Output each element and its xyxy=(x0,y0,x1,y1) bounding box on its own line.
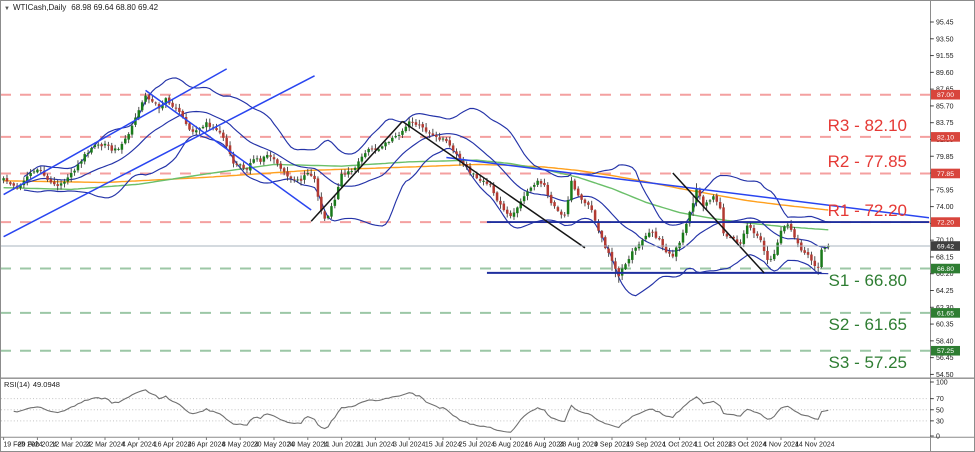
ohlc-values: 68.98 69.64 68.80 69.42 xyxy=(71,3,159,12)
svg-text:66.20: 66.20 xyxy=(936,271,954,278)
svg-text:25 Jul 2024: 25 Jul 2024 xyxy=(459,442,495,449)
svg-text:72.20: 72.20 xyxy=(937,219,954,226)
svg-text:79.85: 79.85 xyxy=(936,154,954,161)
chart-title: ▼ WTICash,Daily 68.98 69.64 68.80 69.42 xyxy=(4,3,158,12)
ma-lines xyxy=(3,159,829,231)
svg-text:0: 0 xyxy=(936,434,940,441)
price-axis[interactable]: 95.4593.5091.5589.6087.6585.7083.7581.80… xyxy=(930,20,960,441)
svg-text:68.15: 68.15 xyxy=(936,254,954,261)
svg-text:61.65: 61.65 xyxy=(937,310,954,317)
svg-text:26 Apr 2024: 26 Apr 2024 xyxy=(188,442,226,449)
svg-text:30 May 2024: 30 May 2024 xyxy=(288,442,329,449)
level-lines xyxy=(0,93,930,352)
svg-text:87.00: 87.00 xyxy=(937,92,954,99)
svg-text:56.45: 56.45 xyxy=(936,355,954,362)
bollinger-bands xyxy=(23,77,829,297)
svg-text:82.10: 82.10 xyxy=(937,134,954,141)
resistance-label-r2: R2 - 77.85 xyxy=(827,152,907,172)
support-label-s2: S2 - 61.65 xyxy=(828,314,907,334)
svg-text:95.45: 95.45 xyxy=(936,20,954,27)
svg-text:30: 30 xyxy=(936,418,944,425)
svg-text:77.85: 77.85 xyxy=(937,171,954,178)
svg-text:100: 100 xyxy=(936,380,948,387)
resistance-label-r1: R1 - 72.20 xyxy=(827,201,907,221)
svg-text:22 Mar 2024: 22 Mar 2024 xyxy=(85,442,124,449)
support-label-s1: S1 - 66.80 xyxy=(828,270,907,290)
svg-text:6 Aug 2024: 6 Aug 2024 xyxy=(493,442,529,449)
svg-text:8 May 2024: 8 May 2024 xyxy=(222,442,259,449)
svg-text:4 Apr 2024: 4 Apr 2024 xyxy=(122,442,156,449)
svg-text:4 Nov 2024: 4 Nov 2024 xyxy=(763,442,799,449)
svg-text:60.35: 60.35 xyxy=(936,322,954,329)
svg-text:16 Apr 2024: 16 Apr 2024 xyxy=(154,442,192,449)
svg-text:66.80: 66.80 xyxy=(937,266,954,273)
svg-text:11 Oct 2024: 11 Oct 2024 xyxy=(695,442,733,449)
svg-text:23 Oct 2024: 23 Oct 2024 xyxy=(728,442,766,449)
rsi-indicator-label: RSI(14) 49.0948 xyxy=(4,380,63,389)
svg-text:14 Nov 2024: 14 Nov 2024 xyxy=(795,442,835,449)
trendlines xyxy=(3,68,929,274)
symbol-dropdown-icon[interactable]: ▼ xyxy=(4,6,10,12)
svg-text:64.25: 64.25 xyxy=(936,288,954,295)
svg-text:12 Mar 2024: 12 Mar 2024 xyxy=(52,442,91,449)
svg-text:91.55: 91.55 xyxy=(936,53,954,60)
svg-text:70.10: 70.10 xyxy=(936,238,954,245)
symbol-name: WTICash,Daily xyxy=(12,3,67,12)
svg-text:9 Sep 2024: 9 Sep 2024 xyxy=(594,442,630,449)
candles xyxy=(2,92,830,283)
svg-text:1 Oct 2024: 1 Oct 2024 xyxy=(662,442,696,449)
rsi-name: RSI(14) xyxy=(4,380,30,389)
rsi-value: 49.0948 xyxy=(32,380,60,389)
svg-text:74.00: 74.00 xyxy=(936,204,954,211)
svg-text:28 Aug 2024: 28 Aug 2024 xyxy=(559,442,598,449)
svg-text:54.50: 54.50 xyxy=(936,372,954,379)
svg-text:19 Sep 2024: 19 Sep 2024 xyxy=(626,442,666,449)
svg-text:75.95: 75.95 xyxy=(936,187,954,194)
svg-text:16 Aug 2024: 16 Aug 2024 xyxy=(525,442,564,449)
svg-text:70: 70 xyxy=(936,396,944,403)
svg-text:69.42: 69.42 xyxy=(937,243,954,250)
svg-text:50: 50 xyxy=(936,407,944,414)
svg-text:29 Feb 2024: 29 Feb 2024 xyxy=(18,442,57,449)
rsi-panel xyxy=(1,389,929,433)
support-label-s3: S3 - 57.25 xyxy=(828,352,907,372)
svg-text:19 Feb 2024: 19 Feb 2024 xyxy=(3,442,42,449)
svg-text:85.70: 85.70 xyxy=(936,103,954,110)
svg-text:89.60: 89.60 xyxy=(936,70,954,77)
svg-text:57.25: 57.25 xyxy=(937,348,954,355)
svg-text:93.50: 93.50 xyxy=(936,36,954,43)
svg-text:20 May 2024: 20 May 2024 xyxy=(254,442,295,449)
svg-text:83.75: 83.75 xyxy=(936,120,954,127)
svg-text:21 Jun 2024: 21 Jun 2024 xyxy=(356,442,395,449)
svg-text:3 Jul 2024: 3 Jul 2024 xyxy=(393,442,425,449)
svg-text:15 Jul 2024: 15 Jul 2024 xyxy=(425,442,461,449)
svg-text:58.40: 58.40 xyxy=(936,338,954,345)
resistance-label-r3: R3 - 82.10 xyxy=(827,115,907,135)
svg-text:11 Jun 2024: 11 Jun 2024 xyxy=(323,442,361,449)
